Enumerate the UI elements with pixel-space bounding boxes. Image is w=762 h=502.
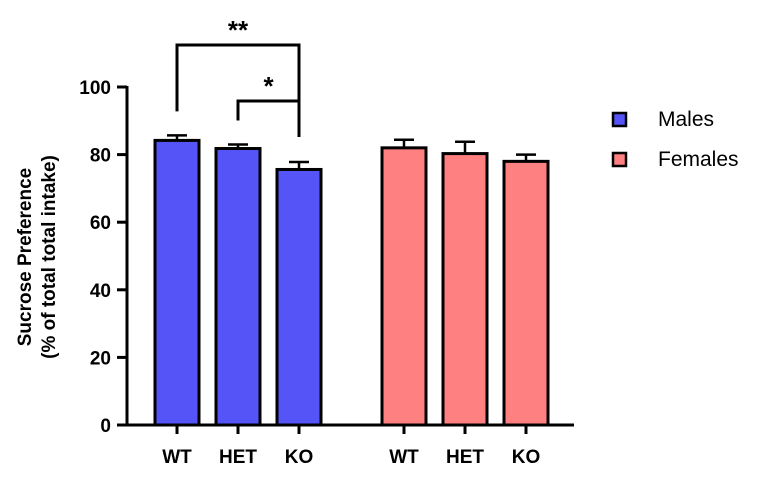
y-axis-title-line1: Sucrose Preference bbox=[15, 168, 36, 347]
bar-females-ko bbox=[502, 159, 550, 427]
legend-swatch-males bbox=[611, 111, 628, 128]
significance-label-2: * bbox=[263, 71, 274, 101]
y-tick-label-20: 20 bbox=[90, 348, 111, 369]
y-axis-title-line2: (% of total total intake) bbox=[39, 155, 60, 359]
axes-layer: 0 20 40 60 80 100 bbox=[79, 78, 574, 437]
x-tick-label-males-wt: WT bbox=[162, 447, 192, 468]
y-tick-label-60: 60 bbox=[90, 213, 111, 234]
x-tick-label-males-ko: KO bbox=[285, 447, 314, 468]
y-tick-label-100: 100 bbox=[79, 78, 111, 99]
bar-females-wt bbox=[380, 146, 428, 427]
bars-layer: WT HET KO WT HET KO bbox=[153, 134, 550, 468]
significance-bracket-1 bbox=[175, 43, 301, 138]
x-tick-label-males-het: HET bbox=[219, 447, 257, 468]
x-tick-label-females-wt: WT bbox=[389, 447, 419, 468]
legend-label-females: Females bbox=[658, 148, 739, 171]
bar-females-het bbox=[441, 152, 489, 427]
x-tick-label-females-het: HET bbox=[446, 447, 484, 468]
x-tick-label-females-ko: KO bbox=[512, 447, 541, 468]
bar-males-wt bbox=[153, 138, 201, 427]
y-tick-label-0: 0 bbox=[100, 416, 111, 437]
bar-males-ko bbox=[275, 167, 323, 427]
y-tick-label-80: 80 bbox=[90, 146, 111, 167]
y-tick-label-40: 40 bbox=[90, 281, 111, 302]
legend: Males Females bbox=[611, 108, 739, 171]
y-axis-title: Sucrose Preference (% of total total int… bbox=[15, 155, 60, 359]
legend-label-males: Males bbox=[658, 108, 714, 131]
significance-label-1: ** bbox=[228, 15, 249, 45]
bar-males-het bbox=[214, 147, 262, 427]
significance-bracket-2 bbox=[236, 99, 301, 138]
significance-layer: *** bbox=[175, 15, 301, 138]
legend-swatch-females bbox=[611, 151, 628, 168]
